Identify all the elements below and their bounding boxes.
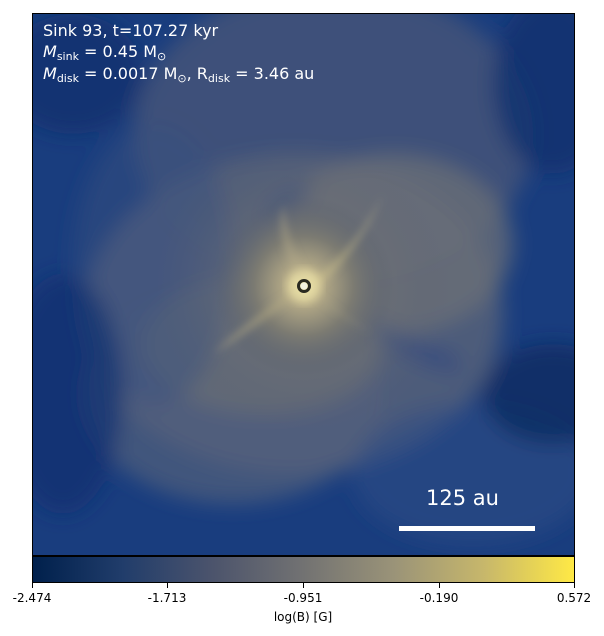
colorbar: [32, 556, 575, 583]
msink-subscript: sink: [56, 50, 79, 63]
colorbar-tick: [574, 583, 575, 588]
sink-title: Sink 93, t=107.27 kyr: [43, 22, 218, 40]
field-map-svg: [33, 14, 574, 555]
colorbar-tick-label: -1.713: [147, 591, 187, 605]
colorbar-tick-label: -0.951: [283, 591, 323, 605]
mdisk-symbol: M: [43, 64, 57, 83]
scale-bar-label: 125 au: [426, 486, 499, 510]
colorbar-label: log(B) [G]: [273, 610, 333, 624]
mdisk-subscript: disk: [56, 72, 79, 85]
msink-value: = 0.45 M: [78, 42, 158, 61]
msink-symbol: M: [43, 42, 57, 61]
sink-mass-line: Msink = 0.45 M⊙: [43, 43, 166, 66]
magnetic-field-map: [32, 13, 575, 556]
msink-sun: ⊙: [157, 50, 167, 63]
mdisk-value: = 0.0017 M: [78, 64, 178, 83]
sink-marker: [300, 282, 308, 290]
rdisk-value: = 3.46 au: [230, 64, 315, 83]
rdisk-subscript: disk: [207, 72, 231, 85]
colorbar-tick-label: -0.190: [419, 591, 459, 605]
colorbar-tick-label: -2.474: [12, 591, 52, 605]
colorbar-tick-label: 0.572: [556, 591, 592, 605]
colorbar-tick: [303, 583, 304, 588]
scale-bar: [399, 526, 535, 531]
disk-line: Mdisk = 0.0017 M⊙, Rdisk = 3.46 au: [43, 65, 314, 88]
colorbar-tick: [167, 583, 168, 588]
rdisk-prefix: , R: [186, 64, 208, 83]
colorbar-tick: [439, 583, 440, 588]
sink-title-text: Sink 93, t=107.27 kyr: [43, 21, 219, 40]
mdisk-sun: ⊙: [177, 72, 187, 85]
sink-marker-ring: [297, 279, 311, 293]
colorbar-tick: [32, 583, 33, 588]
